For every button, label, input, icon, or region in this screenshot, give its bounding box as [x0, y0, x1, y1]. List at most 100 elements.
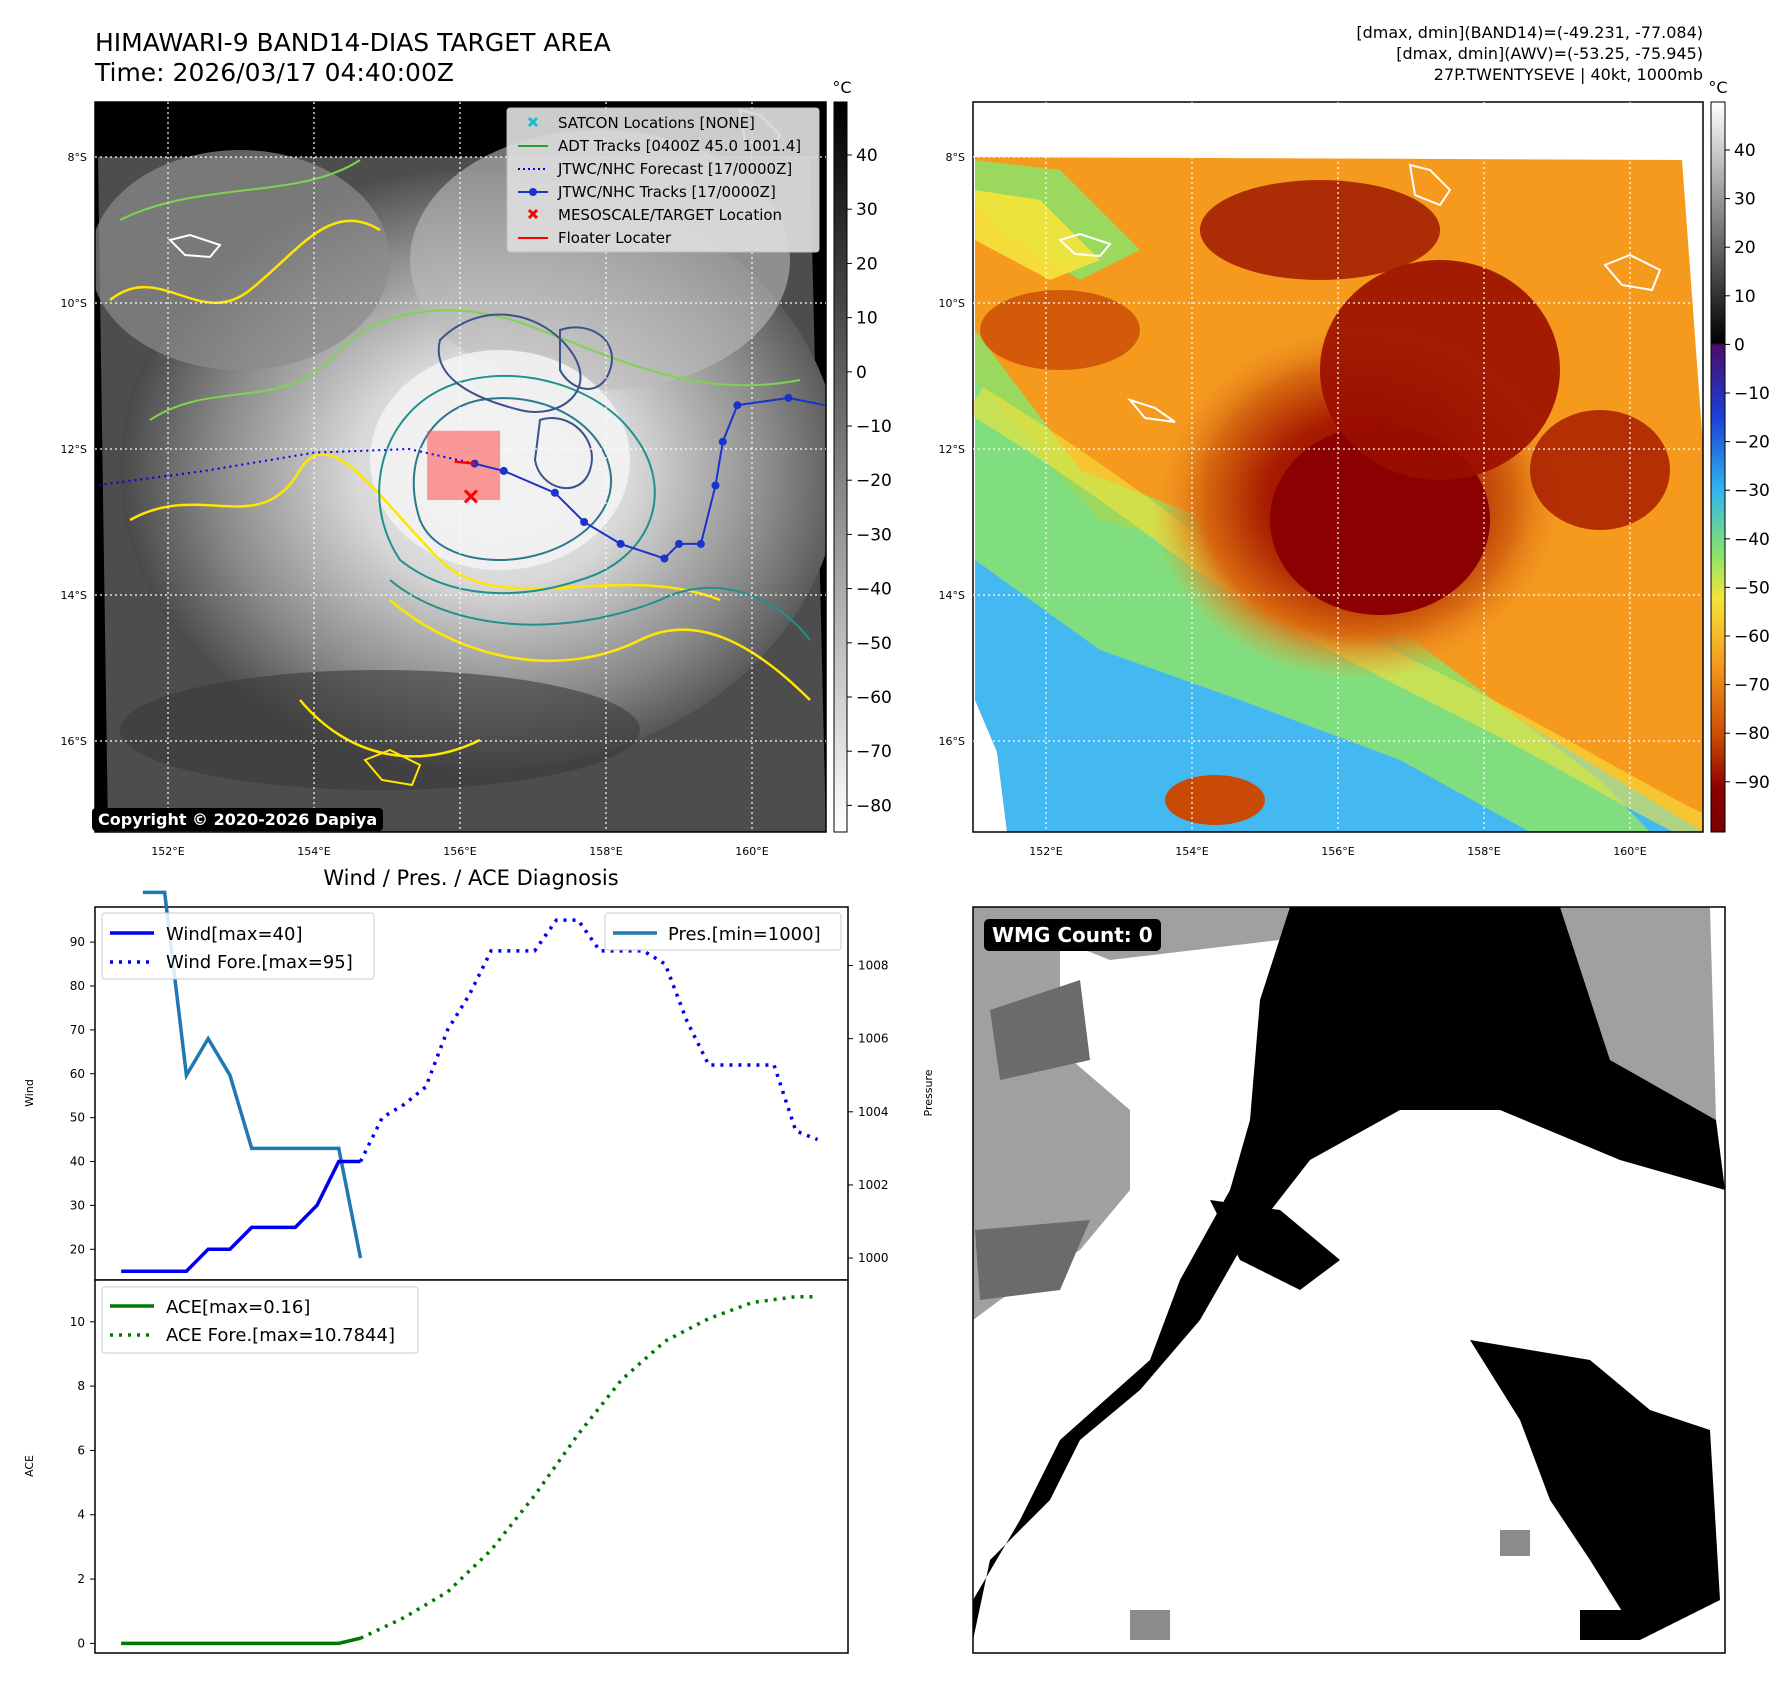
color-colorbar: °C 40 30 20 10 0 −10 −20 −30 −40 −50 −60 −70 −80 −90 [1708, 78, 1770, 833]
wind-ytick-label: 40 [70, 1155, 85, 1169]
wind-series-line [121, 1159, 361, 1273]
color-cb-tick-label: −20 [1734, 433, 1770, 453]
legend-entry: JTWC/NHC Forecast [17/0000Z] [557, 160, 792, 178]
ace-ytick-label: 10 [70, 1315, 85, 1329]
legend-wind: Wind[max=40] [166, 924, 303, 945]
color-gridlines [973, 102, 1703, 832]
ir-lon-label: 160°E [735, 845, 768, 858]
floater-box [427, 430, 501, 501]
ace-chart: ACE 0 2 4 6 8 10 ACE[max=0.16] ACE Fore.[max=… [23, 1279, 849, 1654]
ir-map-panel: 152°E 154°E 156°E 158°E 160°E 8°S 10°S 12°S 14°S… [61, 101, 827, 858]
ace-ytick-label: 2 [77, 1572, 85, 1586]
color-cb-tick-label: 30 [1734, 190, 1756, 210]
legend-entry: Floater Locater [558, 229, 672, 247]
color-cb-tick-label: 10 [1734, 287, 1756, 307]
color-cb-tick-label: 40 [1734, 141, 1756, 161]
ir-axis-labels: 152°E 154°E 156°E 158°E 160°E 8°S 10°S 12°S 14°S… [61, 151, 769, 858]
info-line-3: 27P.TWENTYSEVE | 40kt, 1000mb [1434, 65, 1703, 84]
ir-lon-label: 154°E [297, 845, 330, 858]
color-cb-tick-label: −90 [1734, 773, 1770, 793]
color-lon-label: 154°E [1175, 845, 1208, 858]
legend-ace-fore: ACE Fore.[max=10.7844] [166, 1325, 395, 1346]
ir-lon-label: 158°E [589, 845, 622, 858]
pressure-ytick-label: 1000 [858, 1251, 889, 1265]
pressure-series-line [142, 890, 363, 1259]
color-lon-label: 158°E [1467, 845, 1500, 858]
color-cb-tick-label: −80 [1734, 724, 1770, 744]
legend-wind-fore: Wind Fore.[max=95] [166, 952, 353, 973]
wind-ytick-label: 50 [70, 1111, 85, 1125]
gray-cb-tick-label: 40 [856, 146, 878, 166]
color-cb-tick-label: −60 [1734, 627, 1770, 647]
gray-cb-tick-label: −80 [856, 796, 892, 816]
color-lat-label: 10°S [939, 297, 965, 310]
info-line-2: [dmax, dmin](AWV)=(-53.25, -75.945) [1396, 44, 1703, 63]
wind-forecast-series-line [358, 918, 819, 1163]
ir-lat-label: 8°S [68, 151, 87, 164]
ace-ytick-label: 0 [77, 1636, 85, 1650]
wind-legend-right: Pres.[min=1000] [604, 912, 842, 951]
figure-time: Time: 2026/03/17 04:40:00Z [94, 58, 454, 87]
ir-lon-label: 156°E [443, 845, 476, 858]
track-dot-icon [529, 188, 537, 196]
pressure-ytick-label: 1006 [858, 1032, 889, 1046]
info-line-1: [dmax, dmin](BAND14)=(-49.231, -77.084) [1356, 23, 1703, 42]
pressure-ytick-label: 1004 [858, 1105, 889, 1119]
ir-lat-label: 10°S [61, 297, 87, 310]
target-marker [463, 489, 479, 504]
figure-title: HIMAWARI-9 BAND14-DIAS TARGET AREA [95, 28, 611, 57]
ir-lat-label: 12°S [61, 443, 87, 456]
jtwc-track-point [616, 539, 625, 548]
color-cb-tick-label: 0 [1734, 335, 1745, 355]
ir-lat-label: 14°S [61, 589, 87, 602]
wind-ylabel: Wind [23, 1079, 36, 1107]
gray-cb-tick-label: −60 [856, 688, 892, 708]
color-map-panel: 152°E 154°E 156°E 158°E 160°E 8°S 10°S 12°S 14°S… [939, 101, 1704, 858]
wind-ytick-label: 80 [70, 979, 85, 993]
gray-cb-tick-label: −20 [856, 471, 892, 491]
gray-cb-tick-label: −30 [856, 525, 892, 545]
gray-cb-tick-label: −10 [856, 417, 892, 437]
jtwc-track-point [711, 481, 720, 490]
legend-entry: SATCON Locations [NONE] [558, 114, 755, 132]
ace-ytick-label: 8 [77, 1379, 85, 1393]
jtwc-track-point [499, 466, 508, 475]
floater-locater-line [454, 460, 475, 465]
jtwc-track-point [696, 539, 705, 548]
jtwc-track-point [550, 488, 559, 497]
gray-cb-tick-label: 30 [856, 200, 878, 220]
ace-series-line [121, 1636, 361, 1646]
pressure-ylabel: Pressure [922, 1069, 935, 1116]
wind-legend-left: Wind[max=40] Wind Fore.[max=95] [101, 912, 375, 980]
ir-lon-label: 152°E [151, 845, 184, 858]
gray-cb-tick-label: 20 [856, 254, 878, 274]
color-lat-label: 12°S [939, 443, 965, 456]
ace-ylabel: ACE [23, 1455, 36, 1477]
ir-track-layer [95, 393, 826, 563]
ace-forecast-series-line [359, 1294, 818, 1640]
copyright-badge: Copyright © 2020-2026 Dapiya [92, 808, 384, 831]
color-cb-tick-label: −10 [1734, 384, 1770, 404]
gray-colorbar: °C 40 30 20 10 0 −10 −20 −30 −40 −50 −60 −70 −80 [832, 78, 892, 833]
ace-ytick-label: 6 [77, 1443, 85, 1457]
color-lat-label: 8°S [946, 151, 965, 164]
ace-ytick-label: 4 [77, 1508, 85, 1522]
wind-ytick-label: 90 [70, 935, 85, 949]
pressure-ytick-label: 1002 [858, 1178, 889, 1192]
wind-ytick-label: 20 [70, 1242, 85, 1256]
ir-legend: SATCON Locations [NONE] ADT Tracks [0400Z… [506, 107, 820, 253]
jtwc-forecast-line [95, 447, 475, 487]
jtwc-track-point [660, 554, 669, 563]
pressure-ytick-label: 1008 [858, 959, 889, 973]
color-lon-label: 156°E [1321, 845, 1354, 858]
color-cb-tick-label: −50 [1734, 578, 1770, 598]
wind-ytick-label: 30 [70, 1198, 85, 1212]
color-axis-labels: 152°E 154°E 156°E 158°E 160°E 8°S 10°S 12°S 14°S… [939, 151, 1647, 858]
legend-entry: JTWC/NHC Tracks [17/0000Z] [557, 183, 776, 201]
jtwc-track-point [718, 437, 727, 446]
satcon-marker-icon [527, 116, 539, 128]
wind-ytick-label: 60 [70, 1067, 85, 1081]
jtwc-track-point [580, 518, 589, 526]
jtwc-track-point [675, 539, 683, 548]
color-cb-tick-label: 20 [1734, 238, 1756, 258]
